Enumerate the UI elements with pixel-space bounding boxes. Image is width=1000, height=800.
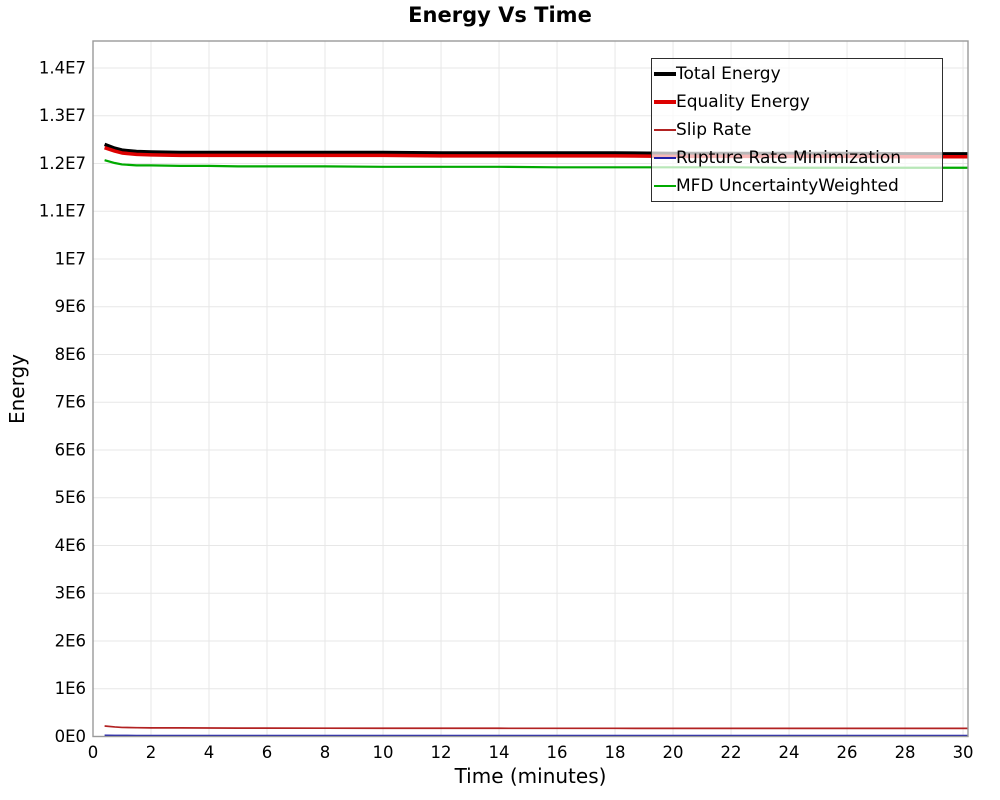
plot-border [92, 40, 969, 738]
x-tick-label: 10 [373, 743, 394, 762]
y-tick-label: 1.3E7 [39, 106, 86, 125]
legend-line-swatch-icon [654, 129, 676, 131]
legend-item-slip-rate: Slip Rate [654, 116, 940, 144]
x-tick-label: 4 [204, 743, 215, 762]
legend-item-total-energy: Total Energy [654, 60, 940, 88]
series-line-slip-rate [104, 725, 968, 730]
x-tick-label: 2 [146, 743, 157, 762]
chart-title: Energy Vs Time [408, 3, 592, 27]
x-tick-label: 8 [320, 743, 331, 762]
y-tick-label: 8E6 [55, 345, 86, 364]
y-tick-label: 7E6 [55, 393, 86, 412]
x-tick-label: 6 [262, 743, 273, 762]
legend-line-swatch-icon [654, 184, 676, 188]
y-tick-label: 4E6 [55, 536, 86, 555]
x-tick-label: 24 [779, 743, 800, 762]
y-tick-label: 3E6 [55, 584, 86, 603]
legend-label: Total Energy [676, 63, 781, 84]
legend-line-swatch-icon [654, 157, 676, 159]
y-tick-label: 1.4E7 [39, 58, 86, 77]
legend-label: MFD UncertaintyWeighted [676, 175, 899, 196]
y-tick-label: 5E6 [55, 488, 86, 507]
legend-line-swatch-icon [654, 72, 676, 76]
x-tick-label: 18 [605, 743, 626, 762]
legend-label: Equality Energy [676, 91, 810, 112]
x-tick-label: 30 [953, 743, 974, 762]
y-tick-label: 1E6 [55, 679, 86, 698]
y-tick-label: 6E6 [55, 440, 86, 459]
x-tick-label: 20 [663, 743, 684, 762]
legend-label: Slip Rate [676, 119, 752, 140]
x-tick-label: 0 [88, 743, 99, 762]
x-axis-tick-labels: 0 2 4 6 8 10 12 14 16 18 20 22 24 26 28 30 [88, 743, 974, 762]
x-tick-label: 14 [489, 743, 510, 762]
x-axis-title: Time (minutes) [454, 764, 607, 788]
legend-item-rupture-rate-minimization: Rupture Rate Minimization [654, 144, 940, 172]
y-axis-tick-labels: 0E0 1E6 2E6 3E6 4E6 5E6 6E6 7E6 8E6 9E6 1E7 1.1E7 1.… [39, 58, 86, 746]
legend-line-swatch-icon [654, 100, 676, 104]
legend-item-equality-energy: Equality Energy [654, 88, 940, 116]
x-tick-label: 22 [721, 743, 742, 762]
y-tick-label: 2E6 [55, 631, 86, 650]
legend-label: Rupture Rate Minimization [676, 147, 901, 168]
y-tick-label: 9E6 [55, 297, 86, 316]
y-tick-label: 1E7 [55, 249, 86, 268]
x-tick-label: 12 [431, 743, 452, 762]
y-tick-label: 1.1E7 [39, 202, 86, 221]
y-tick-label: 1.2E7 [39, 154, 86, 173]
x-tick-label: 16 [547, 743, 568, 762]
x-tick-label: 28 [895, 743, 916, 762]
y-tick-label: 0E0 [55, 727, 86, 746]
x-tick-label: 26 [837, 743, 858, 762]
legend-item-mfd-uncertaintyweighted: MFD UncertaintyWeighted [654, 172, 940, 200]
legend: Total Energy Equality Energy Slip Rate Rupt… [651, 58, 943, 202]
